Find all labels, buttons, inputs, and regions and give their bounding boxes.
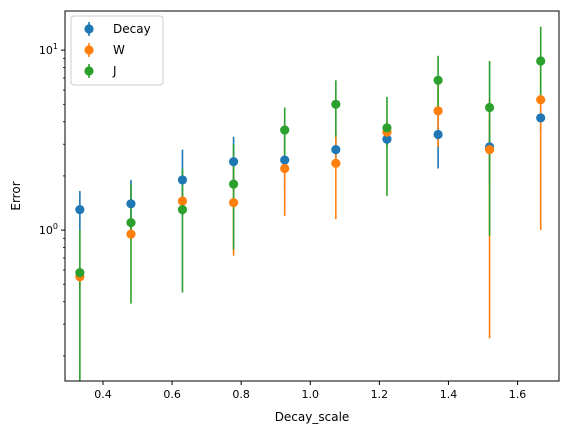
legend-marker (84, 66, 94, 76)
legend-item: Decay (84, 22, 151, 36)
data-point (331, 99, 341, 109)
y-axis-label: Error (9, 181, 23, 210)
data-point (536, 56, 546, 66)
legend-item: W (84, 43, 125, 57)
legend-label: W (113, 43, 125, 57)
data-point (126, 218, 136, 228)
data-point (484, 145, 495, 155)
legend-label: J (112, 64, 117, 78)
data-point (433, 106, 443, 116)
data-point (536, 95, 546, 105)
data-point (75, 268, 85, 278)
data-point (75, 204, 85, 215)
y-axis: 100 101 (39, 42, 65, 357)
x-tick-label: 1.0 (302, 388, 320, 401)
data-point (382, 123, 392, 133)
markers (75, 56, 546, 282)
axes-frame (64, 10, 560, 382)
data-point (536, 113, 546, 123)
x-tick-label: 0.4 (94, 388, 112, 401)
legend-label: Decay (113, 22, 151, 36)
data-point (177, 204, 188, 215)
data-point (177, 196, 188, 206)
x-tick-label: 1.6 (509, 388, 527, 401)
data-point (280, 155, 290, 165)
legend: Decay WJ (70, 15, 164, 86)
data-point (126, 199, 136, 209)
data-point (433, 129, 443, 140)
data-point (280, 163, 290, 174)
data-point (433, 75, 443, 85)
data-point (228, 179, 239, 189)
y-tick-label: 100 (39, 222, 58, 237)
legend-item: J (84, 64, 117, 78)
data-point (331, 158, 341, 168)
legend-marker (84, 45, 94, 55)
x-tick-label: 1.4 (440, 388, 458, 401)
legend-box (70, 15, 164, 86)
series-decay-markers (75, 113, 546, 215)
x-tick-label: 0.6 (163, 388, 181, 401)
y-tick-label: 101 (39, 42, 58, 57)
x-tick-label: 0.8 (232, 388, 250, 401)
x-axis: 0.4 0.6 0.8 1.0 1.2 1.4 1.6 (94, 381, 526, 401)
data-point (177, 175, 188, 185)
data-point (280, 125, 290, 135)
data-point (126, 229, 136, 239)
x-axis-label: Decay_scale (275, 410, 350, 424)
data-point (382, 134, 392, 144)
data-point (484, 102, 495, 113)
data-point (228, 157, 239, 167)
data-point (228, 198, 239, 208)
data-point (331, 145, 341, 155)
legend-marker (84, 24, 94, 34)
x-tick-label: 1.2 (371, 388, 389, 401)
series-j-markers (75, 56, 546, 278)
